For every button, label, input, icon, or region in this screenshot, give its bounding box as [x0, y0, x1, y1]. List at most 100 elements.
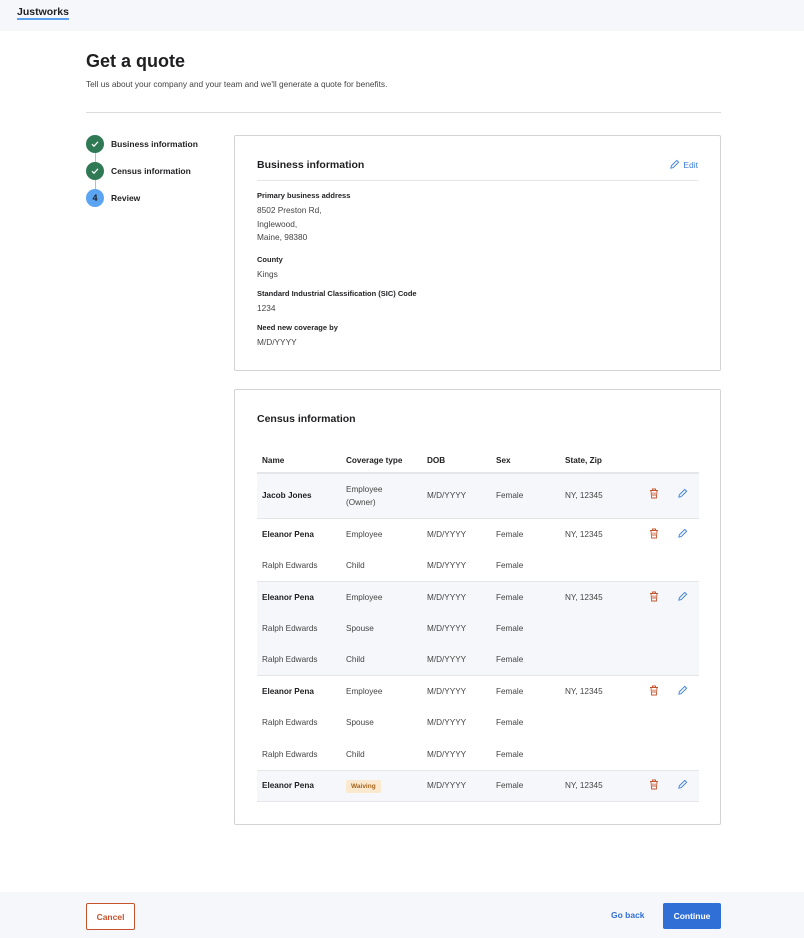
cell-name: Eleanor Pena — [257, 581, 341, 613]
step-connector — [94, 180, 96, 189]
census-information-card: Census information Name Coverage type DO… — [234, 389, 721, 825]
coverage-text: Employee (Owner) — [346, 484, 383, 507]
table-row: Eleanor Pena Employee M/D/YYYY Female NY… — [257, 518, 699, 550]
table-header: Name Coverage type DOB Sex State, Zip — [257, 448, 699, 474]
pencil-icon[interactable] — [677, 488, 688, 501]
cell-sex: Female — [496, 718, 524, 728]
pencil-icon[interactable] — [677, 779, 688, 792]
trash-icon[interactable] — [649, 779, 659, 792]
field-value: M/D/YYYY — [257, 337, 297, 347]
step-business-information[interactable]: Business information — [86, 135, 198, 153]
cell-dob: M/D/YYYY — [422, 770, 491, 802]
card-title: Business information — [257, 159, 365, 171]
table-row: Jacob Jones Employee (Owner) M/D/YYYY Fe… — [257, 473, 699, 519]
cell-edit — [672, 473, 699, 519]
cell-sex: Female — [491, 473, 560, 519]
cell-delete — [644, 473, 672, 519]
column-header: DOB — [422, 448, 491, 474]
cell-name: Ralph Edwards — [257, 612, 341, 644]
edit-button[interactable]: Edit — [669, 159, 698, 170]
cell-state-zip — [560, 644, 644, 676]
cell-edit — [672, 676, 699, 708]
cell-coverage: Employee — [341, 581, 422, 613]
cell-edit — [672, 707, 699, 739]
coverage-text: Child — [346, 749, 365, 759]
table-row: Eleanor Pena Waiving M/D/YYYY Female NY,… — [257, 770, 699, 802]
waiving-badge: Waiving — [346, 780, 381, 794]
cell-dob: M/D/YYYY — [422, 612, 491, 644]
card-title: Census information — [257, 413, 356, 425]
cell-edit — [672, 738, 699, 771]
check-icon — [86, 135, 104, 153]
cell-delete — [644, 581, 672, 613]
cell-sex: Female — [491, 738, 560, 771]
field-address: Primary business address 8502 Preston Rd… — [257, 191, 350, 245]
cell-state-zip — [560, 549, 644, 582]
cell-edit — [672, 612, 699, 644]
coverage-text: Employee — [346, 592, 383, 602]
table-row: Ralph Edwards Spouse M/D/YYYY Female — [257, 707, 699, 739]
table-row: Ralph Edwards Child M/D/YYYY Female — [257, 738, 699, 771]
cell-sex: Female — [491, 770, 560, 802]
cell-delete — [644, 738, 672, 771]
cell-sex: Female — [491, 549, 560, 582]
address-line: Maine, 98380 — [257, 232, 308, 242]
field-sic-code: Standard Industrial Classification (SIC)… — [257, 289, 417, 316]
field-value: 1234 — [257, 303, 276, 313]
cell-dob: M/D/YYYY — [422, 644, 491, 676]
cell-edit — [672, 770, 699, 802]
cell-coverage: Child — [341, 549, 422, 582]
cell-delete — [644, 707, 672, 739]
page-title: Get a quote — [86, 51, 186, 71]
field-label: Need new coverage by — [257, 323, 338, 332]
step-connector — [94, 153, 96, 162]
check-icon — [86, 162, 104, 180]
field-value: Kings — [257, 269, 278, 279]
card-divider — [257, 180, 698, 181]
cell-sex: Female — [496, 687, 524, 696]
column-header: Sex — [491, 448, 560, 474]
column-header: Coverage type — [341, 448, 422, 474]
page-subtitle: Tell us about your company and your team… — [86, 79, 388, 89]
cell-dob: M/D/YYYY — [422, 473, 491, 519]
cell-dob: M/D/YYYY — [422, 549, 491, 582]
address-line: 8502 Preston Rd, — [257, 205, 322, 215]
cell-coverage: Employee — [341, 518, 422, 550]
cell-dob: M/D/YYYY — [422, 581, 491, 613]
column-header: State, Zip — [560, 448, 644, 474]
trash-icon[interactable] — [649, 528, 659, 541]
step-label: Census information — [111, 166, 191, 176]
cell-state-zip — [560, 738, 644, 771]
continue-button[interactable]: Continue — [663, 903, 721, 929]
pencil-icon[interactable] — [677, 685, 688, 698]
step-review[interactable]: 4 Review — [86, 189, 140, 207]
cancel-button[interactable]: Cancel — [86, 903, 135, 930]
field-label: Primary business address — [257, 191, 351, 200]
cell-name: Eleanor Pena — [262, 529, 314, 539]
cell-name: Eleanor Pena — [262, 687, 314, 696]
field-coverage-date: Need new coverage by M/D/YYYY — [257, 323, 338, 350]
coverage-text: Spouse — [346, 623, 374, 633]
cell-coverage: Spouse — [341, 707, 422, 739]
coverage-text: Child — [346, 655, 365, 664]
pencil-icon[interactable] — [677, 528, 688, 541]
trash-icon[interactable] — [649, 488, 659, 501]
step-number: 4 — [86, 189, 104, 207]
cell-coverage: Waiving — [341, 770, 422, 802]
cell-state-zip: NY, 12345 — [565, 529, 603, 539]
cell-sex: Female — [491, 644, 560, 676]
justworks-logo[interactable]: Justworks — [17, 6, 69, 20]
cell-sex: Female — [491, 612, 560, 644]
trash-icon[interactable] — [649, 591, 659, 604]
step-label: Review — [111, 193, 141, 203]
cell-dob: M/D/YYYY — [427, 718, 467, 728]
pencil-icon[interactable] — [677, 591, 688, 604]
cell-state-zip: NY, 12345 — [560, 770, 644, 802]
coverage-text: Spouse — [346, 718, 374, 728]
cell-state-zip: NY, 12345 — [560, 473, 644, 519]
go-back-button[interactable]: Go back — [611, 910, 645, 920]
cell-dob: M/D/YYYY — [427, 687, 467, 696]
trash-icon[interactable] — [649, 685, 659, 698]
step-census-information[interactable]: Census information — [86, 162, 191, 180]
cell-coverage: Spouse — [341, 612, 422, 644]
